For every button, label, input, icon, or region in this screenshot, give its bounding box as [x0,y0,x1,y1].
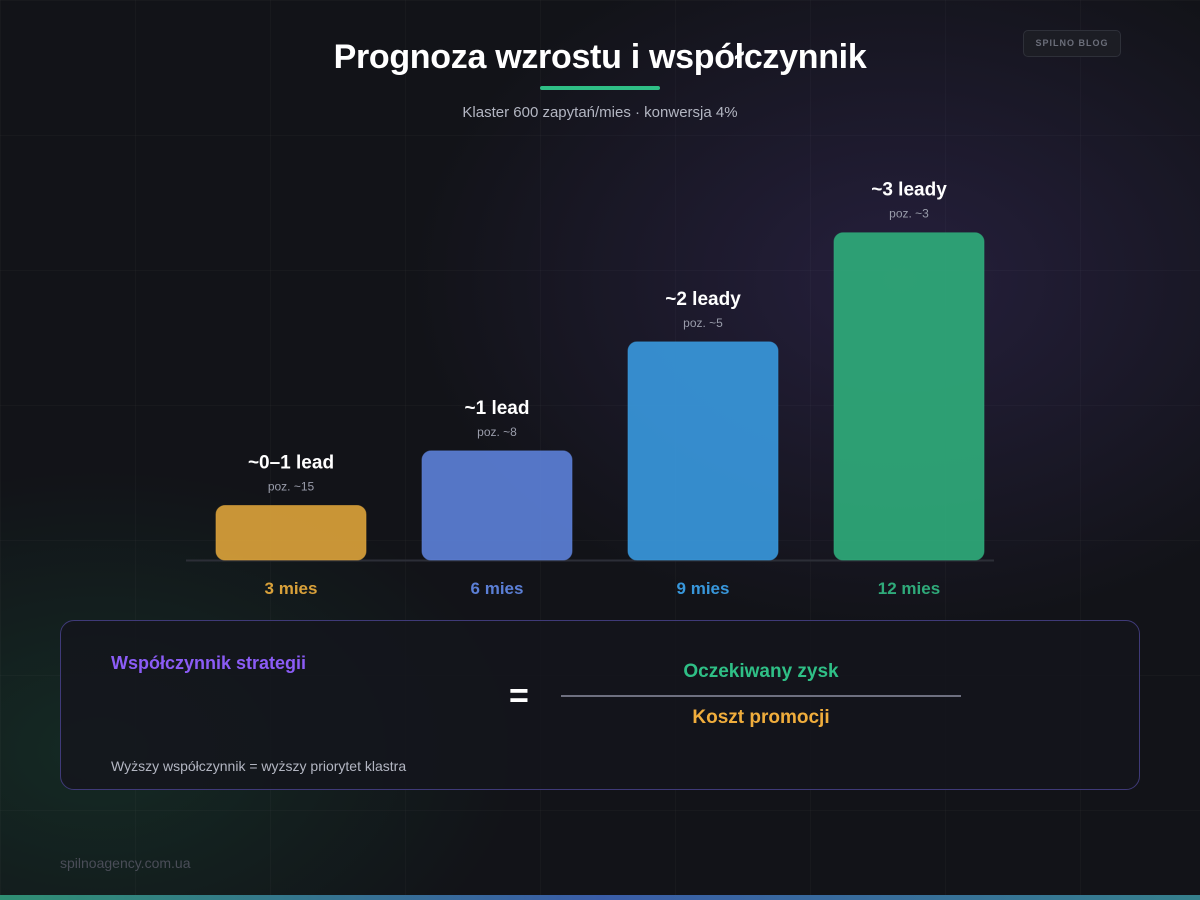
bar-value-label: ~1 lead [465,398,530,419]
bar-value-label: ~3 leady [871,180,947,201]
formula-denominator: Koszt promocji [692,707,830,728]
fraction-line [561,695,961,697]
x-tick-label: 12 mies [878,579,940,598]
x-tick-label: 3 mies [265,579,318,598]
formula-card: Współczynnik strategii = Oczekiwany zysk… [60,620,1140,790]
formula-numerator: Oczekiwany zysk [683,661,839,682]
formula-title: Współczynnik strategii [111,653,307,673]
bar-position-label: poz. ~3 [889,207,929,221]
formula-equals-sign: = [509,677,529,715]
bar-3 [627,341,779,561]
bar-value-label: ~0–1 lead [248,452,334,473]
bottom-accent-bar [0,895,1200,900]
bar-chart: ~0–1 lead poz. ~15 3 mies ~1 lead poz. ~8 6 m… [186,180,994,598]
formula-note: Wyższy współczynnik = wyższy priorytet k… [111,758,407,774]
bar-position-label: poz. ~8 [477,425,517,439]
brand-badge: SPILNO BLOG [1023,30,1121,57]
bar-position-label: poz. ~15 [268,479,315,493]
bar-value-label: ~2 leady [665,289,741,310]
bar-1 [215,504,367,561]
x-tick-label: 6 mies [471,579,524,598]
bar-position-label: poz. ~5 [683,316,723,330]
x-tick-label: 9 mies [677,579,730,598]
bar-4 [833,232,985,561]
footer-site-link[interactable]: spilnoagency.com.ua [60,855,191,871]
bar-2 [421,450,573,561]
page-subtitle: Klaster 600 zapytań/mies · konwersja 4% [462,104,738,121]
title-underline [540,86,660,90]
page-title: Prognoza wzrostu i współczynnik [333,38,867,76]
